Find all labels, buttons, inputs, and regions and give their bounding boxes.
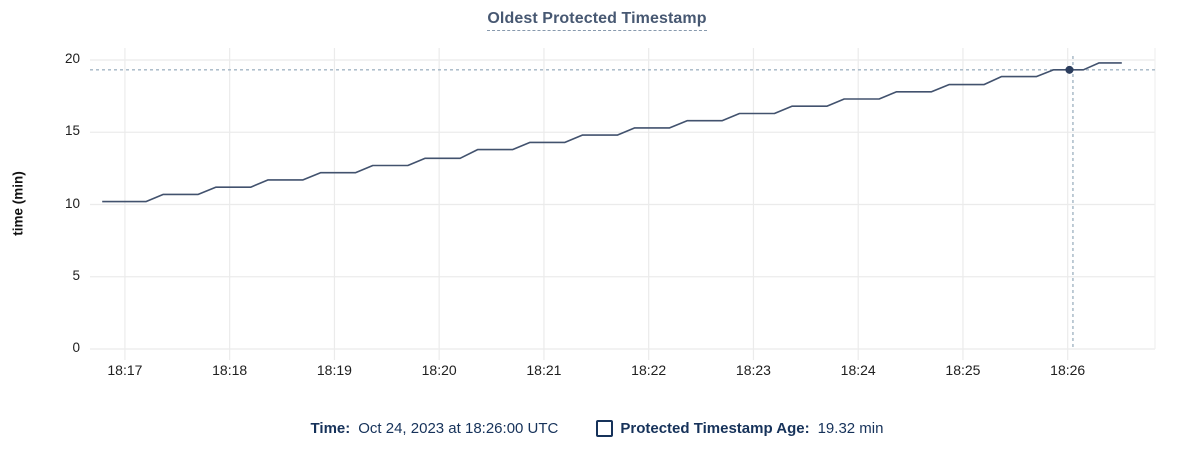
x-tick-label: 18:25 [945,362,981,378]
y-tick-label: 20 [64,51,80,66]
series-checkbox-icon[interactable] [596,420,614,437]
y-tick-label: 5 [72,267,80,283]
x-tick-label: 18:26 [1050,362,1086,378]
x-tick-label: 18:24 [840,362,876,378]
x-tick-label: 18:23 [735,362,771,378]
x-tick-label: 18:22 [631,362,667,378]
crosshair-data-point [1065,65,1074,74]
series-line [102,62,1122,203]
x-tick-label: 18:19 [316,362,352,378]
y-tick-label: 10 [64,195,80,211]
chart-title-row: Oldest Protected Timestamp [0,10,1194,31]
chart-title[interactable]: Oldest Protected Timestamp [487,10,707,31]
y-tick-label: 0 [72,340,80,355]
x-tick-label: 18:18 [212,362,248,378]
chart-plot-area[interactable] [0,0,1194,404]
x-tick-label: 18:20 [421,362,457,378]
chart-legend: Time: Oct 24, 2023 at 18:26:00 UTC Prote… [0,420,1194,437]
legend-age-label: Protected Timestamp Age: [620,420,810,437]
x-tick-label: 18:21 [526,362,562,378]
legend-age-value: 19.32 min [817,420,884,437]
y-tick-label: 15 [64,123,80,139]
legend-time-value: Oct 24, 2023 at 18:26:00 UTC [358,420,559,437]
x-tick-label: 18:17 [107,362,143,378]
legend-time-label: Time: [310,420,351,437]
